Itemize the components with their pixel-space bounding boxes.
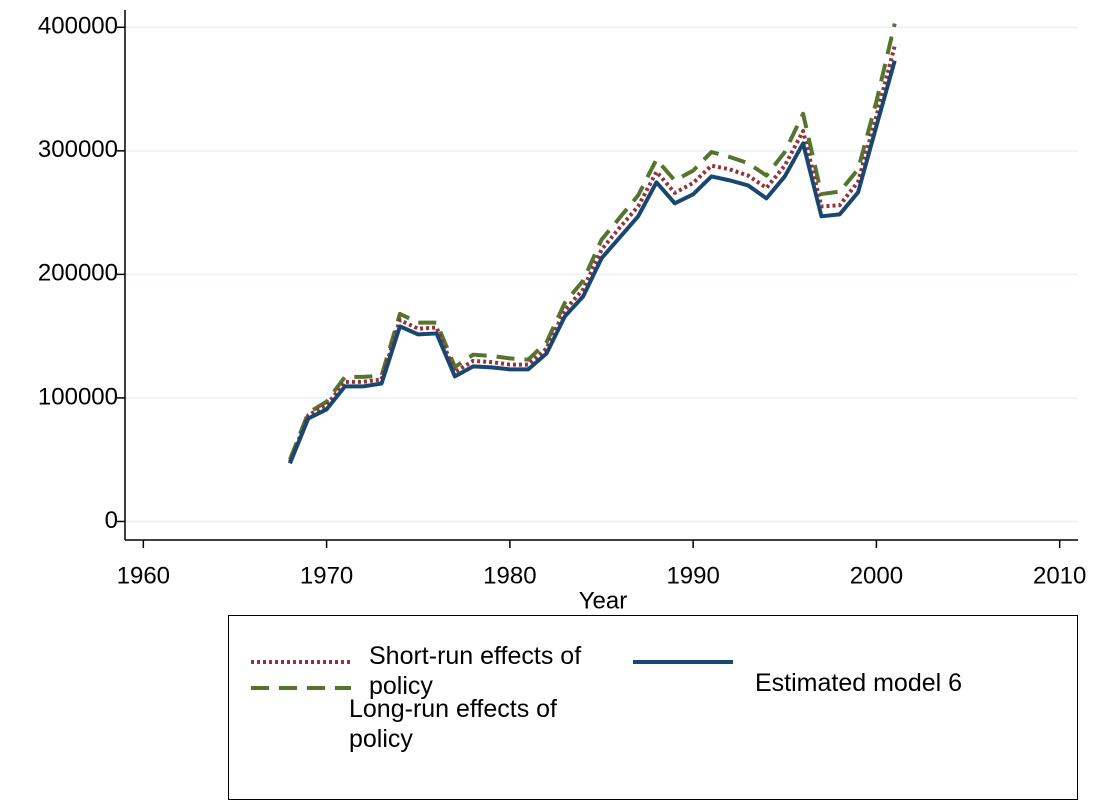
chart: Year 0 100000 200000 300000 400000 1960 1970 19… xyxy=(38,10,1086,612)
series-line xyxy=(288,45,897,463)
series-line xyxy=(288,23,897,461)
x-tick-label: 1960 xyxy=(117,562,170,589)
legend-label: Estimated model 6 xyxy=(755,669,963,697)
y-tick-label: 200000 xyxy=(38,260,118,287)
x-axis-label: Year xyxy=(579,587,628,612)
y-tick-label: 0 xyxy=(105,507,118,534)
x-tick-label: 1980 xyxy=(483,562,536,589)
legend-swatch xyxy=(251,660,351,664)
series-line xyxy=(288,60,897,465)
legend-swatch xyxy=(633,660,733,664)
x-tick-label: 1990 xyxy=(666,562,719,589)
legend: Long-run effects of policy Short-run effe… xyxy=(228,615,1078,800)
legend-swatch xyxy=(251,686,351,690)
x-tick-label: 2000 xyxy=(850,562,903,589)
x-tick-label: 2010 xyxy=(1033,562,1086,589)
x-tick-label: 1970 xyxy=(300,562,353,589)
y-tick-label: 300000 xyxy=(38,136,118,163)
legend-label: Short-run effects of policy xyxy=(369,642,582,700)
legend-label: Long-run effects of policy xyxy=(349,695,558,753)
y-tick-label: 100000 xyxy=(38,383,118,410)
y-tick-label: 400000 xyxy=(38,13,118,40)
